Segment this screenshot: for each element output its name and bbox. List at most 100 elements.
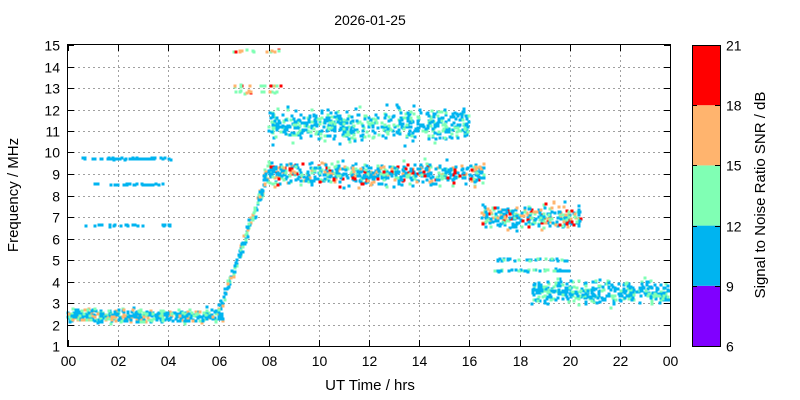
snr-point [310, 124, 314, 128]
snr-point [71, 316, 75, 320]
snr-point [388, 165, 392, 169]
snr-point [492, 208, 496, 212]
snr-point [197, 314, 201, 318]
snr-point [543, 289, 547, 293]
snr-point [390, 167, 394, 171]
snr-point [267, 125, 271, 129]
x-tick-label: 20 [563, 353, 579, 369]
snr-point [456, 136, 460, 140]
snr-point [266, 180, 270, 184]
snr-point [159, 317, 163, 321]
snr-point [577, 279, 581, 283]
x-tick-label: 22 [613, 353, 629, 369]
snr-point [107, 156, 111, 160]
snr-point [402, 169, 406, 173]
snr-point [336, 110, 340, 114]
snr-point [242, 234, 246, 238]
snr-point [556, 296, 560, 300]
snr-point [631, 291, 635, 295]
snr-point [534, 258, 538, 262]
y-tick-label: 13 [44, 81, 60, 97]
snr-point [590, 288, 594, 292]
snr-point [409, 110, 413, 114]
snr-point [112, 224, 116, 228]
snr-point [306, 129, 310, 133]
snr-point [214, 320, 218, 324]
snr-point [118, 316, 122, 320]
snr-point [205, 305, 209, 309]
snr-point [491, 216, 495, 220]
snr-point [360, 182, 364, 186]
snr-point [601, 298, 605, 302]
snr-point [355, 174, 359, 178]
snr-point [405, 125, 409, 129]
snr-point [546, 268, 550, 272]
snr-point [114, 312, 118, 316]
snr-point [556, 259, 560, 263]
snr-point [584, 284, 588, 288]
snr-point [390, 170, 394, 174]
snr-point [233, 266, 237, 270]
snr-point [649, 279, 653, 283]
snr-point [140, 313, 144, 317]
snr-point [185, 319, 189, 323]
snr-point [538, 291, 542, 295]
snr-point [558, 213, 562, 217]
snr-point [333, 134, 337, 138]
snr-point [591, 280, 595, 284]
snr-point [276, 166, 280, 170]
snr-point [565, 295, 569, 299]
snr-point [328, 169, 332, 173]
snr-point [274, 135, 278, 139]
snr-point [382, 173, 386, 177]
snr-point [326, 119, 330, 123]
snr-point [620, 294, 624, 298]
snr-point [133, 223, 137, 227]
snr-point [129, 318, 133, 322]
snr-point [217, 303, 221, 307]
snr-point [407, 173, 411, 177]
snr-point [396, 131, 400, 135]
snr-point [488, 221, 492, 225]
snr-point [408, 112, 412, 116]
snr-point [298, 168, 302, 172]
snr-point [411, 139, 415, 143]
snr-point [86, 308, 90, 312]
snr-point [364, 168, 368, 172]
snr-point [372, 135, 376, 139]
snr-point [339, 122, 343, 126]
snr-point [331, 120, 335, 124]
snr-point [296, 131, 300, 135]
snr-point [538, 218, 542, 222]
snr-point [214, 312, 218, 316]
snr-point [653, 292, 657, 296]
snr-point [531, 291, 535, 295]
snr-point [603, 297, 607, 301]
snr-point [140, 182, 144, 186]
snr-point [470, 179, 474, 183]
snr-point [139, 317, 143, 321]
snr-point [356, 121, 360, 125]
snr-point [483, 205, 487, 209]
snr-point [412, 112, 416, 116]
snr-point [306, 177, 310, 181]
snr-point [577, 222, 581, 226]
snr-point [580, 295, 584, 299]
snr-point [499, 210, 503, 214]
snr-point [260, 195, 264, 199]
snr-point [505, 210, 509, 214]
snr-point [342, 127, 346, 131]
snr-point [433, 125, 437, 129]
snr-point [323, 118, 327, 122]
snr-point [178, 319, 182, 323]
snr-point [437, 110, 441, 114]
snr-point [385, 185, 389, 189]
snr-point [441, 123, 445, 127]
snr-point [93, 157, 97, 161]
snr-point [526, 270, 530, 274]
snr-point [532, 287, 536, 291]
snr-point [268, 172, 272, 176]
snr-point [605, 282, 609, 286]
snr-point [367, 122, 371, 126]
snr-point [132, 306, 136, 310]
